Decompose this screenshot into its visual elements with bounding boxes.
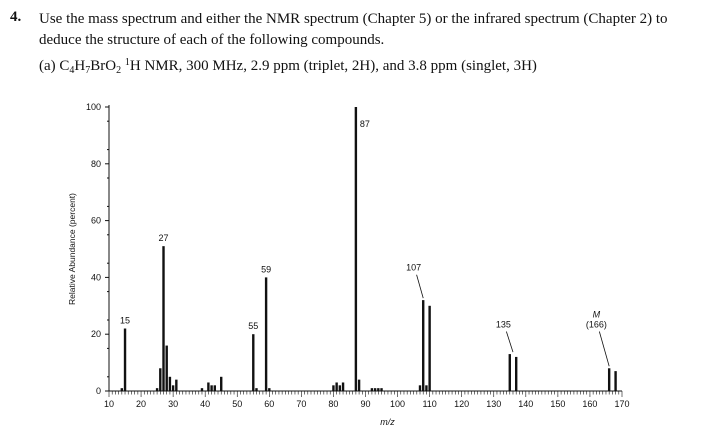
peak-bar — [614, 371, 617, 391]
peak-bar — [373, 388, 377, 391]
peak-bar — [377, 388, 380, 391]
peak-bar — [425, 385, 428, 391]
peak-bar — [159, 368, 162, 391]
question-number: 4. — [10, 9, 22, 25]
peak-bar — [508, 354, 511, 391]
peak-bar — [200, 388, 204, 391]
x-tick-label: 150 — [550, 399, 565, 409]
peak-bar — [428, 305, 431, 391]
x-tick-label: 170 — [614, 399, 629, 409]
peak-bar — [332, 385, 335, 391]
annotation-leader — [598, 331, 610, 367]
peak-bar — [155, 388, 159, 391]
peak-bar — [210, 385, 213, 391]
x-tick-label: 110 — [422, 399, 436, 409]
peak-annotation: 27 — [158, 233, 168, 243]
peak-bar — [418, 385, 422, 391]
peak-bar — [171, 385, 175, 391]
part-a-formula-text: C4H7BrO2 1H NMR, 300 MHz, 2.9 ppm (tripl… — [59, 57, 537, 76]
x-axis-label: m/z — [380, 417, 395, 427]
peak-annotation: 55 — [248, 321, 258, 331]
formula-part: H NMR, 300 MHz, 2.9 ppm (triplet, 2H), a… — [129, 58, 537, 74]
peak-bar — [264, 277, 268, 391]
y-tick-label: 0 — [96, 386, 101, 396]
annotation-leader — [505, 331, 514, 353]
formula-part: 1 — [124, 57, 130, 68]
peak-bar — [252, 334, 255, 391]
formula-part: 2 — [116, 65, 122, 76]
peak-bar — [338, 385, 342, 391]
part-a: (a) C4H7BrO2 1H NMR, 300 MHz, 2.9 ppm (t… — [39, 57, 537, 76]
y-tick-label: 80 — [91, 159, 101, 169]
peak-bar — [335, 382, 338, 391]
peak-bar — [162, 246, 165, 391]
x-tick-label: 160 — [582, 399, 597, 409]
formula-part: C — [59, 58, 70, 74]
peak-bar — [341, 382, 345, 391]
x-tick-label: 140 — [518, 399, 533, 409]
peak-bar — [213, 385, 217, 391]
peak-bar — [354, 107, 358, 391]
peak-bar — [220, 376, 223, 391]
x-tick-label: 70 — [296, 399, 306, 409]
peak-bar — [123, 328, 127, 391]
x-tick-label: 30 — [168, 399, 178, 409]
y-tick-label: 20 — [91, 329, 101, 339]
peak-bar — [607, 368, 611, 391]
peak-annotation: 59 — [261, 264, 271, 274]
y-tick-label: 60 — [91, 216, 101, 226]
question-text: Use the mass spectrum and either the NMR… — [39, 11, 668, 48]
x-tick-label: 10 — [104, 399, 114, 409]
x-tick-label: 20 — [136, 399, 146, 409]
peak-bar — [370, 388, 374, 391]
formula-part: 7 — [85, 65, 91, 76]
annotation-leader — [416, 274, 424, 299]
peak-annotation: 107 — [406, 263, 421, 273]
y-tick-label: 100 — [86, 102, 101, 112]
peak-bar — [165, 345, 168, 391]
peak-annotation: 87 — [360, 119, 370, 129]
x-tick-label: 100 — [390, 399, 405, 409]
peak-bar — [514, 356, 518, 391]
x-tick-label: 40 — [200, 399, 210, 409]
peak-bar — [207, 382, 210, 391]
x-tick-label: 90 — [360, 399, 370, 409]
peak-bar — [380, 388, 383, 391]
y-axis-label: Relative Abundance (percent) — [67, 193, 77, 305]
peak-bar — [357, 379, 361, 391]
mass-spectrum-chart: 0 20 40 60 80 100 10 20 30 40 50 60 70 80 90 100 110 120 1… — [67, 102, 630, 427]
peak-bar — [120, 388, 124, 391]
formula-part: 4 — [69, 65, 75, 76]
peak-annotation: (166) — [586, 320, 607, 330]
y-tick-label: 40 — [91, 272, 101, 282]
peak-bar — [422, 300, 425, 391]
peak-bar — [255, 388, 258, 391]
peak-bar — [168, 376, 172, 391]
x-tick-label: 50 — [232, 399, 242, 409]
peak-bar — [175, 379, 178, 391]
peak-annotation: M — [593, 310, 601, 320]
x-tick-label: 120 — [454, 399, 469, 409]
formula-part: BrO — [90, 58, 117, 74]
part-label: (a) — [39, 58, 56, 74]
x-tick-label: 130 — [486, 399, 501, 409]
formula-part: H — [74, 58, 86, 74]
peak-annotation: 135 — [496, 320, 511, 330]
peak-bar — [268, 388, 271, 391]
peak-annotation: 15 — [120, 316, 130, 326]
x-tick-label: 60 — [264, 399, 274, 409]
x-tick-label: 80 — [328, 399, 338, 409]
